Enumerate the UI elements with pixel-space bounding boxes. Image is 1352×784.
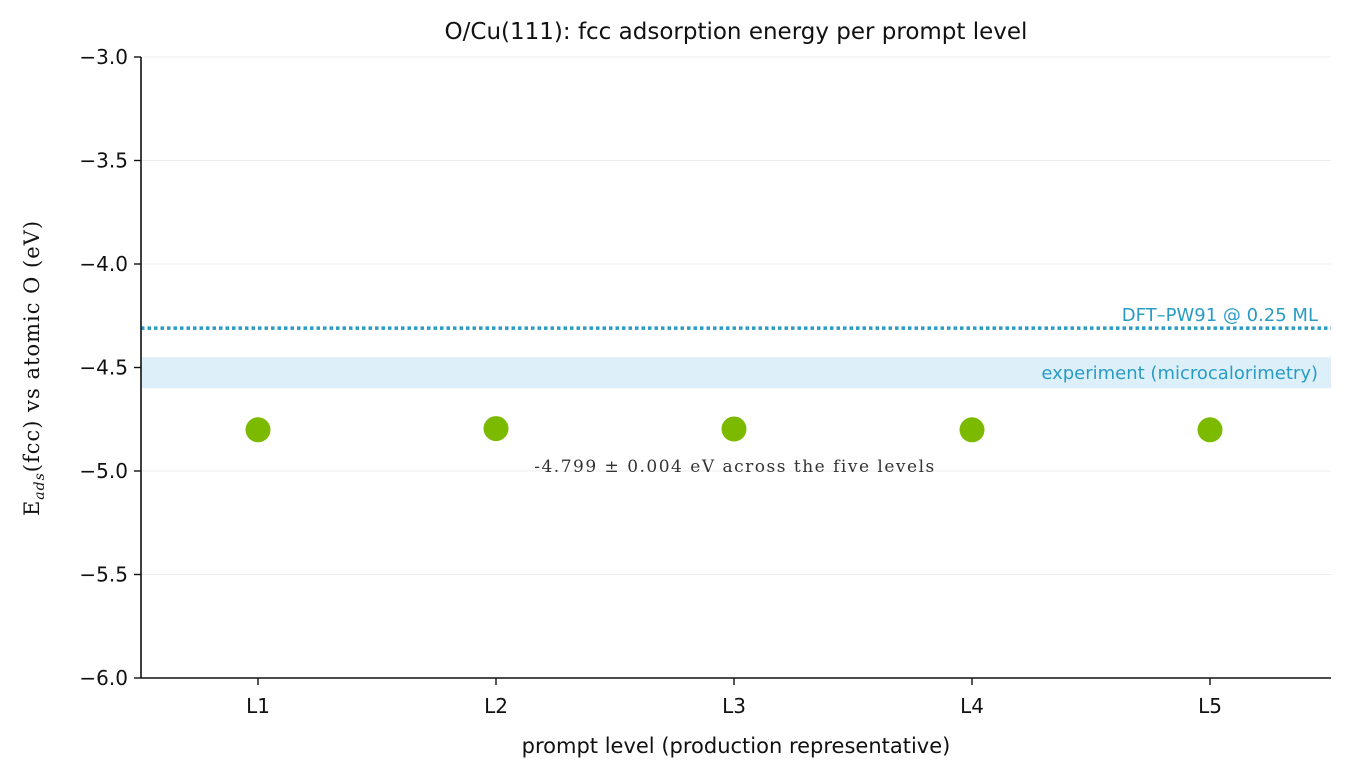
y-axis-label: Eads(fcc) vs atomic O (eV) <box>20 220 48 516</box>
y-tick-label: −5.0 <box>79 459 128 483</box>
experiment-band <box>141 357 1331 389</box>
x-tick-label-l5: L5 <box>1198 694 1222 718</box>
x-tick-label-l3: L3 <box>722 694 746 718</box>
y-tick-label: −3.5 <box>79 149 128 173</box>
data-point-l3 <box>721 416 747 442</box>
y-axis-label-subscript: ads <box>32 472 48 500</box>
y-tick-label: −6.0 <box>79 666 128 690</box>
x-axis-label: prompt level (production representative) <box>522 734 951 758</box>
y-tick-label: −4.5 <box>79 356 128 380</box>
chart-title: O/Cu(111): fcc adsorption energy per pro… <box>445 19 1028 45</box>
x-tick-label-l1: L1 <box>246 694 270 718</box>
spread-annotation: -4.799 ± 0.004 eV across the five levels <box>534 457 936 477</box>
data-point-l5 <box>1197 417 1223 443</box>
y-ticks: −3.0 −3.5 −4.0 −4.5 −5.0 −5.5 −6.0 <box>79 45 141 690</box>
x-ticks: L1 L2 L3 L4 L5 <box>246 678 1222 718</box>
x-tick-label-l4: L4 <box>960 694 984 718</box>
y-tick-label: −4.0 <box>79 252 128 276</box>
y-axis-label-main: E <box>20 500 44 516</box>
y-tick-label: −5.5 <box>79 563 128 587</box>
dft-reference-label: DFT–PW91 @ 0.25 ML <box>1122 305 1318 326</box>
y-tick-label: −3.0 <box>79 45 128 69</box>
experiment-band-label: experiment (microcalorimetry) <box>1041 363 1318 384</box>
y-axis-label-rest: (fcc) vs atomic O (eV) <box>20 220 44 472</box>
data-point-l2 <box>483 416 509 442</box>
data-point-l1 <box>245 417 271 443</box>
data-points <box>245 416 1223 443</box>
data-point-l4 <box>959 417 985 443</box>
x-tick-label-l2: L2 <box>484 694 508 718</box>
